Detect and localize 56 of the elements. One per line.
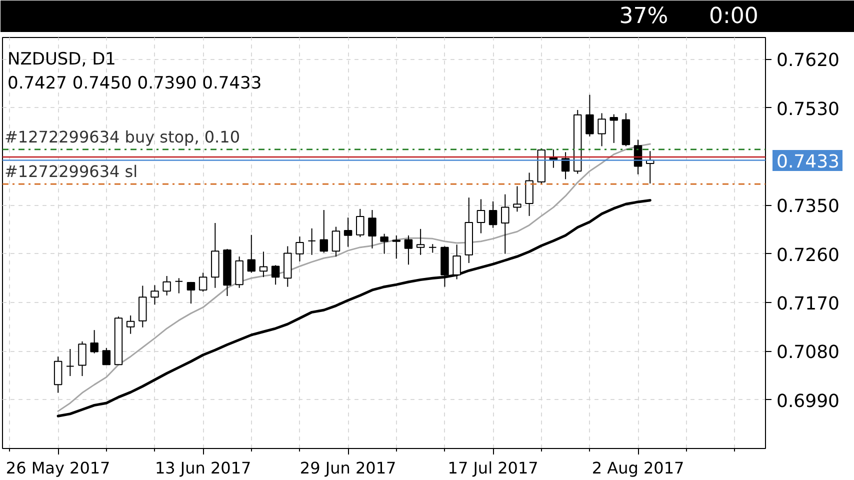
y-tick-label: 0.7350 xyxy=(776,196,840,218)
ref-line-label: #1272299634 buy stop, 0.10 xyxy=(4,127,240,146)
ref-line-label: #1272299634 sl xyxy=(4,162,138,182)
candlestick xyxy=(392,234,401,260)
x-tick-label: 29 Jun 2017 xyxy=(300,458,396,478)
candlestick xyxy=(235,256,244,288)
candlestick xyxy=(138,285,147,328)
candlestick xyxy=(90,330,98,354)
x-tick-label: 17 Jul 2017 xyxy=(448,458,538,478)
candlestick xyxy=(186,281,196,304)
candlestick xyxy=(488,200,498,228)
candlestick xyxy=(610,114,618,144)
candlestick xyxy=(198,272,208,292)
candlestick xyxy=(54,356,62,394)
candlestick xyxy=(368,210,376,249)
candlestick xyxy=(416,228,425,256)
x-tick-label: 26 May 2017 xyxy=(6,458,110,478)
candlestick xyxy=(404,234,413,266)
y-tick-label: 0.7530 xyxy=(776,98,840,120)
x-tick-label: 13 Jun 2017 xyxy=(154,458,252,478)
y-tick-label: 0.7170 xyxy=(776,293,840,314)
candlestick xyxy=(102,347,111,366)
y-tick-label: 0.7260 xyxy=(776,244,840,266)
text: 0.7427 0.7450 0.7390 0.7433 xyxy=(8,74,262,94)
candlestick xyxy=(271,264,280,286)
candlestick xyxy=(476,198,486,234)
y-tick-label: 0.7080 xyxy=(776,342,840,364)
candlestick xyxy=(501,194,510,254)
candlestick xyxy=(332,226,340,258)
candlestick xyxy=(513,186,522,212)
candlestick xyxy=(598,112,606,147)
candlestick xyxy=(174,278,184,294)
ref-line-label: 0.7433 xyxy=(776,151,840,172)
text: 37% xyxy=(619,4,668,29)
candlestick xyxy=(247,234,256,274)
text: NZDUSD, D1 xyxy=(8,50,116,70)
y-tick-label: 0.7620 xyxy=(776,50,840,72)
candlestick xyxy=(380,233,388,254)
candlestick xyxy=(308,228,316,256)
candlestick xyxy=(452,244,461,280)
candlestick xyxy=(78,340,86,377)
candlestick xyxy=(296,236,304,262)
candlestick xyxy=(356,208,364,238)
candlestick xyxy=(126,314,135,334)
candlestick xyxy=(259,251,268,278)
candlestick xyxy=(344,217,352,248)
candlestick xyxy=(66,348,74,377)
x-tick-label: 2 Aug 2017 xyxy=(592,458,684,478)
candlestick xyxy=(320,210,328,254)
line-series xyxy=(56,198,652,418)
candlestick xyxy=(586,94,594,137)
candlestick xyxy=(162,275,171,296)
candlestick xyxy=(525,172,534,216)
text: 0:00 xyxy=(708,4,758,29)
candlestick xyxy=(150,284,159,306)
y-tick-label: 0.6990 xyxy=(776,390,840,412)
